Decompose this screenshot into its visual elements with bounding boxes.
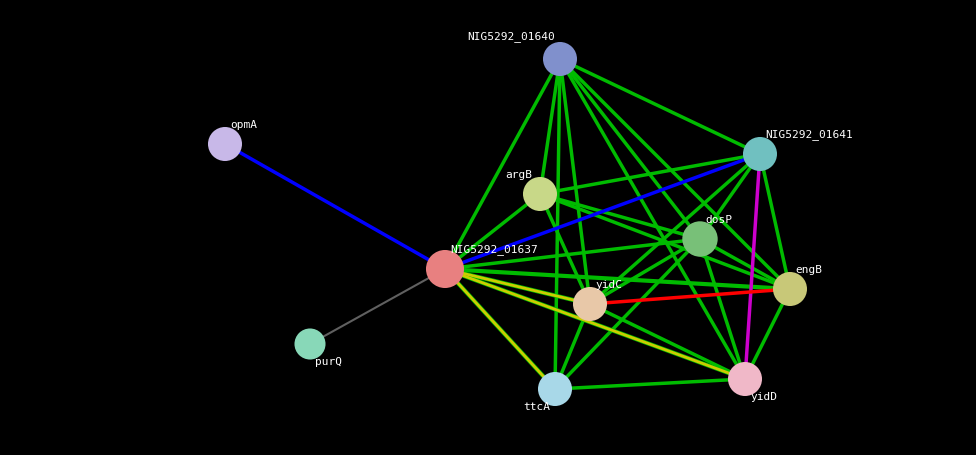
Point (303, 341, 318, 348)
Text: yidC: yidC (595, 279, 622, 289)
Text: NIG5292_01637: NIG5292_01637 (450, 243, 538, 254)
Point (737, 375, 752, 383)
Point (218, 141, 233, 148)
Point (548, 385, 563, 393)
Point (692, 236, 708, 243)
Text: opmA: opmA (230, 120, 257, 130)
Text: yidD: yidD (750, 391, 777, 401)
Text: argB: argB (505, 170, 532, 180)
Text: purQ: purQ (315, 356, 342, 366)
Text: engB: engB (795, 264, 822, 274)
Text: NIG5292_01640: NIG5292_01640 (468, 31, 555, 42)
Text: ttcA: ttcA (523, 401, 550, 411)
Text: dosP: dosP (705, 214, 732, 224)
Point (552, 56, 568, 64)
Point (583, 301, 598, 308)
Point (532, 191, 548, 198)
Point (752, 151, 768, 158)
Point (782, 286, 797, 293)
Text: NIG5292_01641: NIG5292_01641 (765, 129, 853, 140)
Point (437, 266, 453, 273)
